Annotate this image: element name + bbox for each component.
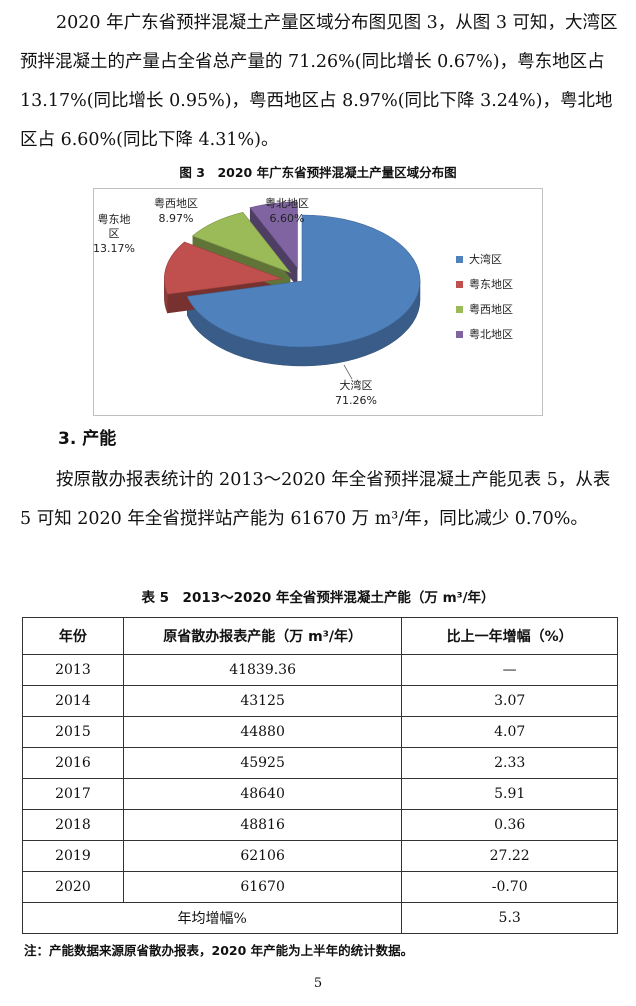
table-row: 2015 44880 4.07 [22,716,618,748]
data-label-yuedong: 粤东地区 13.17% [94,212,135,255]
data-label-dawan: 大湾区 71.26% [335,378,377,407]
header-growth: 比上一年增幅（%） [401,617,618,655]
legend-label-yuexi: 粤西地区 [469,302,513,316]
header-year: 年份 [22,617,124,655]
page-number: 5 [313,976,323,991]
cell-year: 2016 [22,747,124,779]
cell-capacity: 48816 [122,809,403,841]
cell-year: 2020 [22,871,124,903]
cell-growth: 0.36 [401,809,618,841]
table-footer-row: 年均增幅% 5.3 [21,902,618,934]
data-label-yuebei: 粤北地区 6.60% [265,196,309,225]
table-row: 2016 45925 2.33 [22,747,618,779]
cell-growth: 27.22 [401,840,618,872]
table-row: 2017 48640 5.91 [22,778,618,810]
table-caption: 表 5 2013～2020 年全省预拌混凝土产能（万 m³/年） [141,590,495,606]
footer-value: 5.3 [401,902,618,934]
cell-capacity: 61670 [122,871,403,903]
table-row: 2019 62106 27.22 [22,840,618,872]
cell-capacity: 43125 [122,685,403,717]
legend-label-yuebei: 粤北地区 [469,327,513,341]
pie-slice-dawan [186,214,421,348]
cell-year: 2013 [22,654,124,686]
cell-capacity: 48640 [122,778,403,810]
figure-caption: 图 3 2020 年广东省预拌混凝土产量区域分布图 [179,165,457,180]
header-capacity: 原省散办报表产能（万 m³/年） [122,617,403,655]
section-heading: 3. 产能 [58,429,117,449]
legend-label-dawan: 大湾区 [469,252,502,266]
pie-slice-yuebei [249,201,298,269]
table-row: 2018 48816 0.36 [22,809,618,841]
pie-slice-yuexi [191,211,292,274]
data-label-yuexi: 粤西地区 8.97% [154,196,198,225]
pie-chart-svg: 大湾区 71.26% 粤东地区 13.17% 粤西地区 8.97% 粤北地区 6.60% 大湾区… [94,196,513,407]
intro-paragraph: 2020 年广东省预拌混凝土产量区域分布图见图 3，从图 3 可知，大湾区预拌混… [20,13,618,150]
footer-label: 年均增幅% [21,902,403,934]
cell-year: 2017 [22,778,124,810]
cell-growth: -0.70 [401,871,618,903]
legend-swatch-yuexi [456,306,463,313]
table-note: 注：产能数据来源原省散办报表，2020 年产能为上半年的统计数据。 [24,943,414,958]
table-row: 2013 41839.36— [22,654,618,686]
table-header-row: 年份 原省散办报表产能（万 m³/年） 比上一年增幅（%） [22,617,618,655]
cell-growth: 4.07 [401,716,618,748]
cell-year: 2014 [22,685,124,717]
legend-swatch-yuedong [456,281,463,288]
cell-capacity: 44880 [122,716,403,748]
cell-capacity: 62106 [122,840,403,872]
cell-capacity: 45925 [122,747,403,779]
pie-chart: 大湾区 71.26% 粤东地区 13.17% 粤西地区 8.97% 粤北地区 6.60% 大湾区… [93,188,543,416]
cell-capacity: 41839.36 [122,654,403,686]
cell-year: 2015 [22,716,124,748]
cell-growth: 3.07 [401,685,618,717]
cell-year: 2019 [22,840,124,872]
cell-growth: 5.91 [401,778,618,810]
pie-slice-yuedong [164,241,283,295]
table-row: 2014 43125 3.07 [22,685,618,717]
cell-growth: 2.33 [401,747,618,779]
cell-year: 2018 [22,809,124,841]
table-row: 2020 61670 -0.70 [22,871,618,903]
capacity-paragraph: 按原散办报表统计的 2013～2020 年全省预拌混凝土产能见表 5，从表 5 … [20,470,611,529]
leader-line [343,364,353,380]
legend-swatch-yuebei [456,331,463,338]
capacity-table: 年份 原省散办报表产能（万 m³/年） 比上一年增幅（%） 2013 41839.… [21,617,618,934]
legend-label-yuedong: 粤东地区 [469,277,513,291]
legend-swatch-dawan [456,256,463,263]
cell-growth: — [401,654,618,686]
